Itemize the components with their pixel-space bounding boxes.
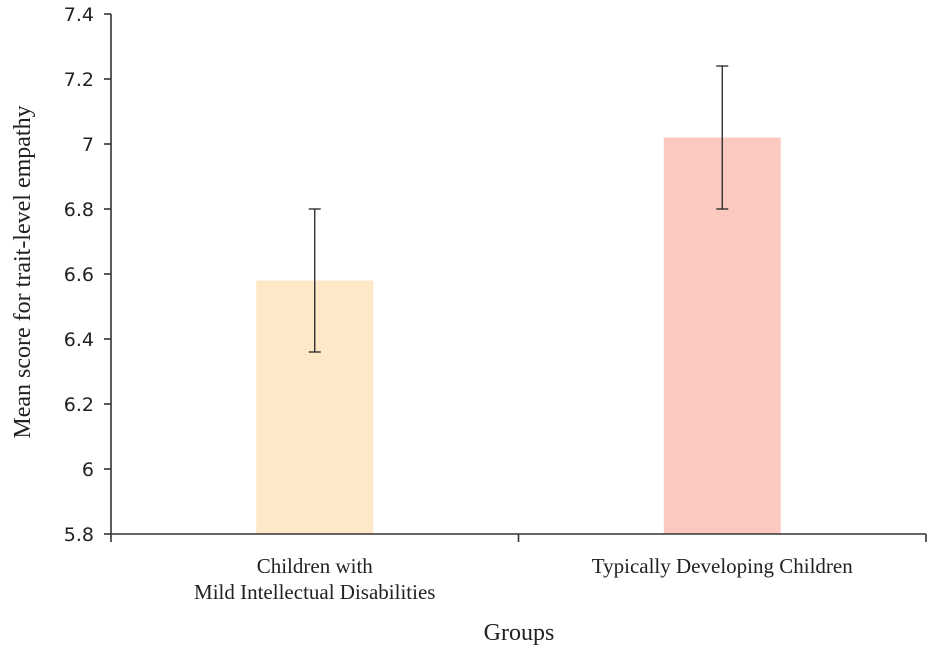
y-tick-label: 7.2 [64,69,94,91]
y-tick-label: 6.4 [64,329,94,351]
x-tick-label-line: Children with [257,554,374,578]
y-tick-label: 5.8 [64,524,94,546]
x-tick-label-line: Typically Developing Children [592,554,853,578]
error-bars-layer [308,65,729,353]
error-bar [716,65,729,210]
x-tick-label: Typically Developing Children [592,554,853,578]
y-tick-label: 7.4 [64,4,94,26]
y-axis-title: Mean score for trait-level empathy [10,105,36,438]
error-bar [308,208,321,353]
y-tick-label: 7 [82,134,94,156]
y-tick-label: 6.2 [64,394,94,416]
y-ticks-layer: 5.8 6 6.2 6.4 6.6 6.8 7 7.2 7.4 [64,4,111,546]
x-ticks-layer [110,534,927,542]
bars-layer [256,137,781,534]
y-tick-label: 6.8 [64,199,94,221]
y-tick-label: 6 [82,459,94,481]
x-tick-labels-layer: Children with Mild Intellectual Disabilit… [194,554,853,604]
x-tick-label-line: Mild Intellectual Disabilities [194,580,435,604]
y-tick-label: 6.6 [64,264,94,286]
axes-layer [110,14,926,535]
x-axis-title: Groups [484,620,555,646]
x-tick-label: Children with Mild Intellectual Disabilit… [194,554,435,604]
